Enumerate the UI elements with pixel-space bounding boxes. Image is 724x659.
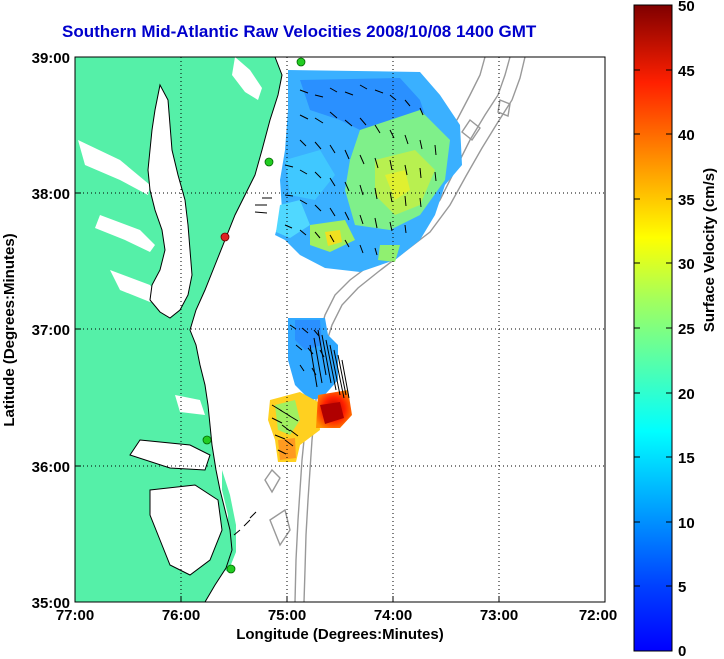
station-marker[interactable] xyxy=(202,435,212,445)
x-tick-label: 77:00 xyxy=(56,607,94,624)
colorbar-tick-label: 10 xyxy=(678,515,695,532)
colorbar-label: Surface Velocity (cm/s) xyxy=(701,168,718,332)
colorbar-tick-label: 15 xyxy=(678,450,695,467)
station-marker[interactable] xyxy=(264,157,274,167)
y-axis xyxy=(75,56,81,603)
station-marker[interactable] xyxy=(226,564,236,574)
colorbar-tick-label: 50 xyxy=(678,0,695,15)
colorbar-tick-label: 35 xyxy=(678,192,695,209)
colorbar-tick-label: 30 xyxy=(678,256,695,273)
velocity-field-south xyxy=(268,318,352,462)
station-markers xyxy=(202,57,306,574)
x-axis xyxy=(74,596,606,602)
station-marker[interactable] xyxy=(220,232,230,242)
colorbar-tick-label: 5 xyxy=(678,579,686,596)
y-tick-label: 35:00 xyxy=(32,595,70,612)
map-plot-area xyxy=(75,57,605,602)
y-axis-label: Latitude (Degrees:Minutes) xyxy=(1,233,18,426)
land-mass xyxy=(75,57,282,602)
x-tick-label: 73:00 xyxy=(480,607,518,624)
chesapeake-bay xyxy=(148,85,192,318)
map-grid xyxy=(75,57,605,602)
x-axis-label: Longitude (Degrees:Minutes) xyxy=(236,626,444,643)
x-tick-label: 72:00 xyxy=(579,607,617,624)
colorbar-tick-label: 20 xyxy=(678,386,695,403)
map-title: Southern Mid-Atlantic Raw Velocities 200… xyxy=(62,22,537,41)
y-tick-label: 36:00 xyxy=(32,459,70,476)
y-tick-label: 39:00 xyxy=(32,50,70,67)
x-tick-label: 75:00 xyxy=(268,607,306,624)
velocity-arrows xyxy=(233,84,437,536)
colorbar-tick-label: 0 xyxy=(678,643,686,659)
colorbar-tick-label: 40 xyxy=(678,127,695,144)
station-marker[interactable] xyxy=(296,57,306,67)
y-tick-label: 38:00 xyxy=(32,186,70,203)
y-tick-label: 37:00 xyxy=(32,322,70,339)
colorbar-tick-label: 45 xyxy=(678,63,695,80)
velocity-field-north xyxy=(275,70,462,272)
x-tick-label: 74:00 xyxy=(374,607,412,624)
colorbar-tick-label: 25 xyxy=(678,321,695,338)
colorbar xyxy=(633,4,673,652)
x-tick-label: 76:00 xyxy=(162,607,200,624)
